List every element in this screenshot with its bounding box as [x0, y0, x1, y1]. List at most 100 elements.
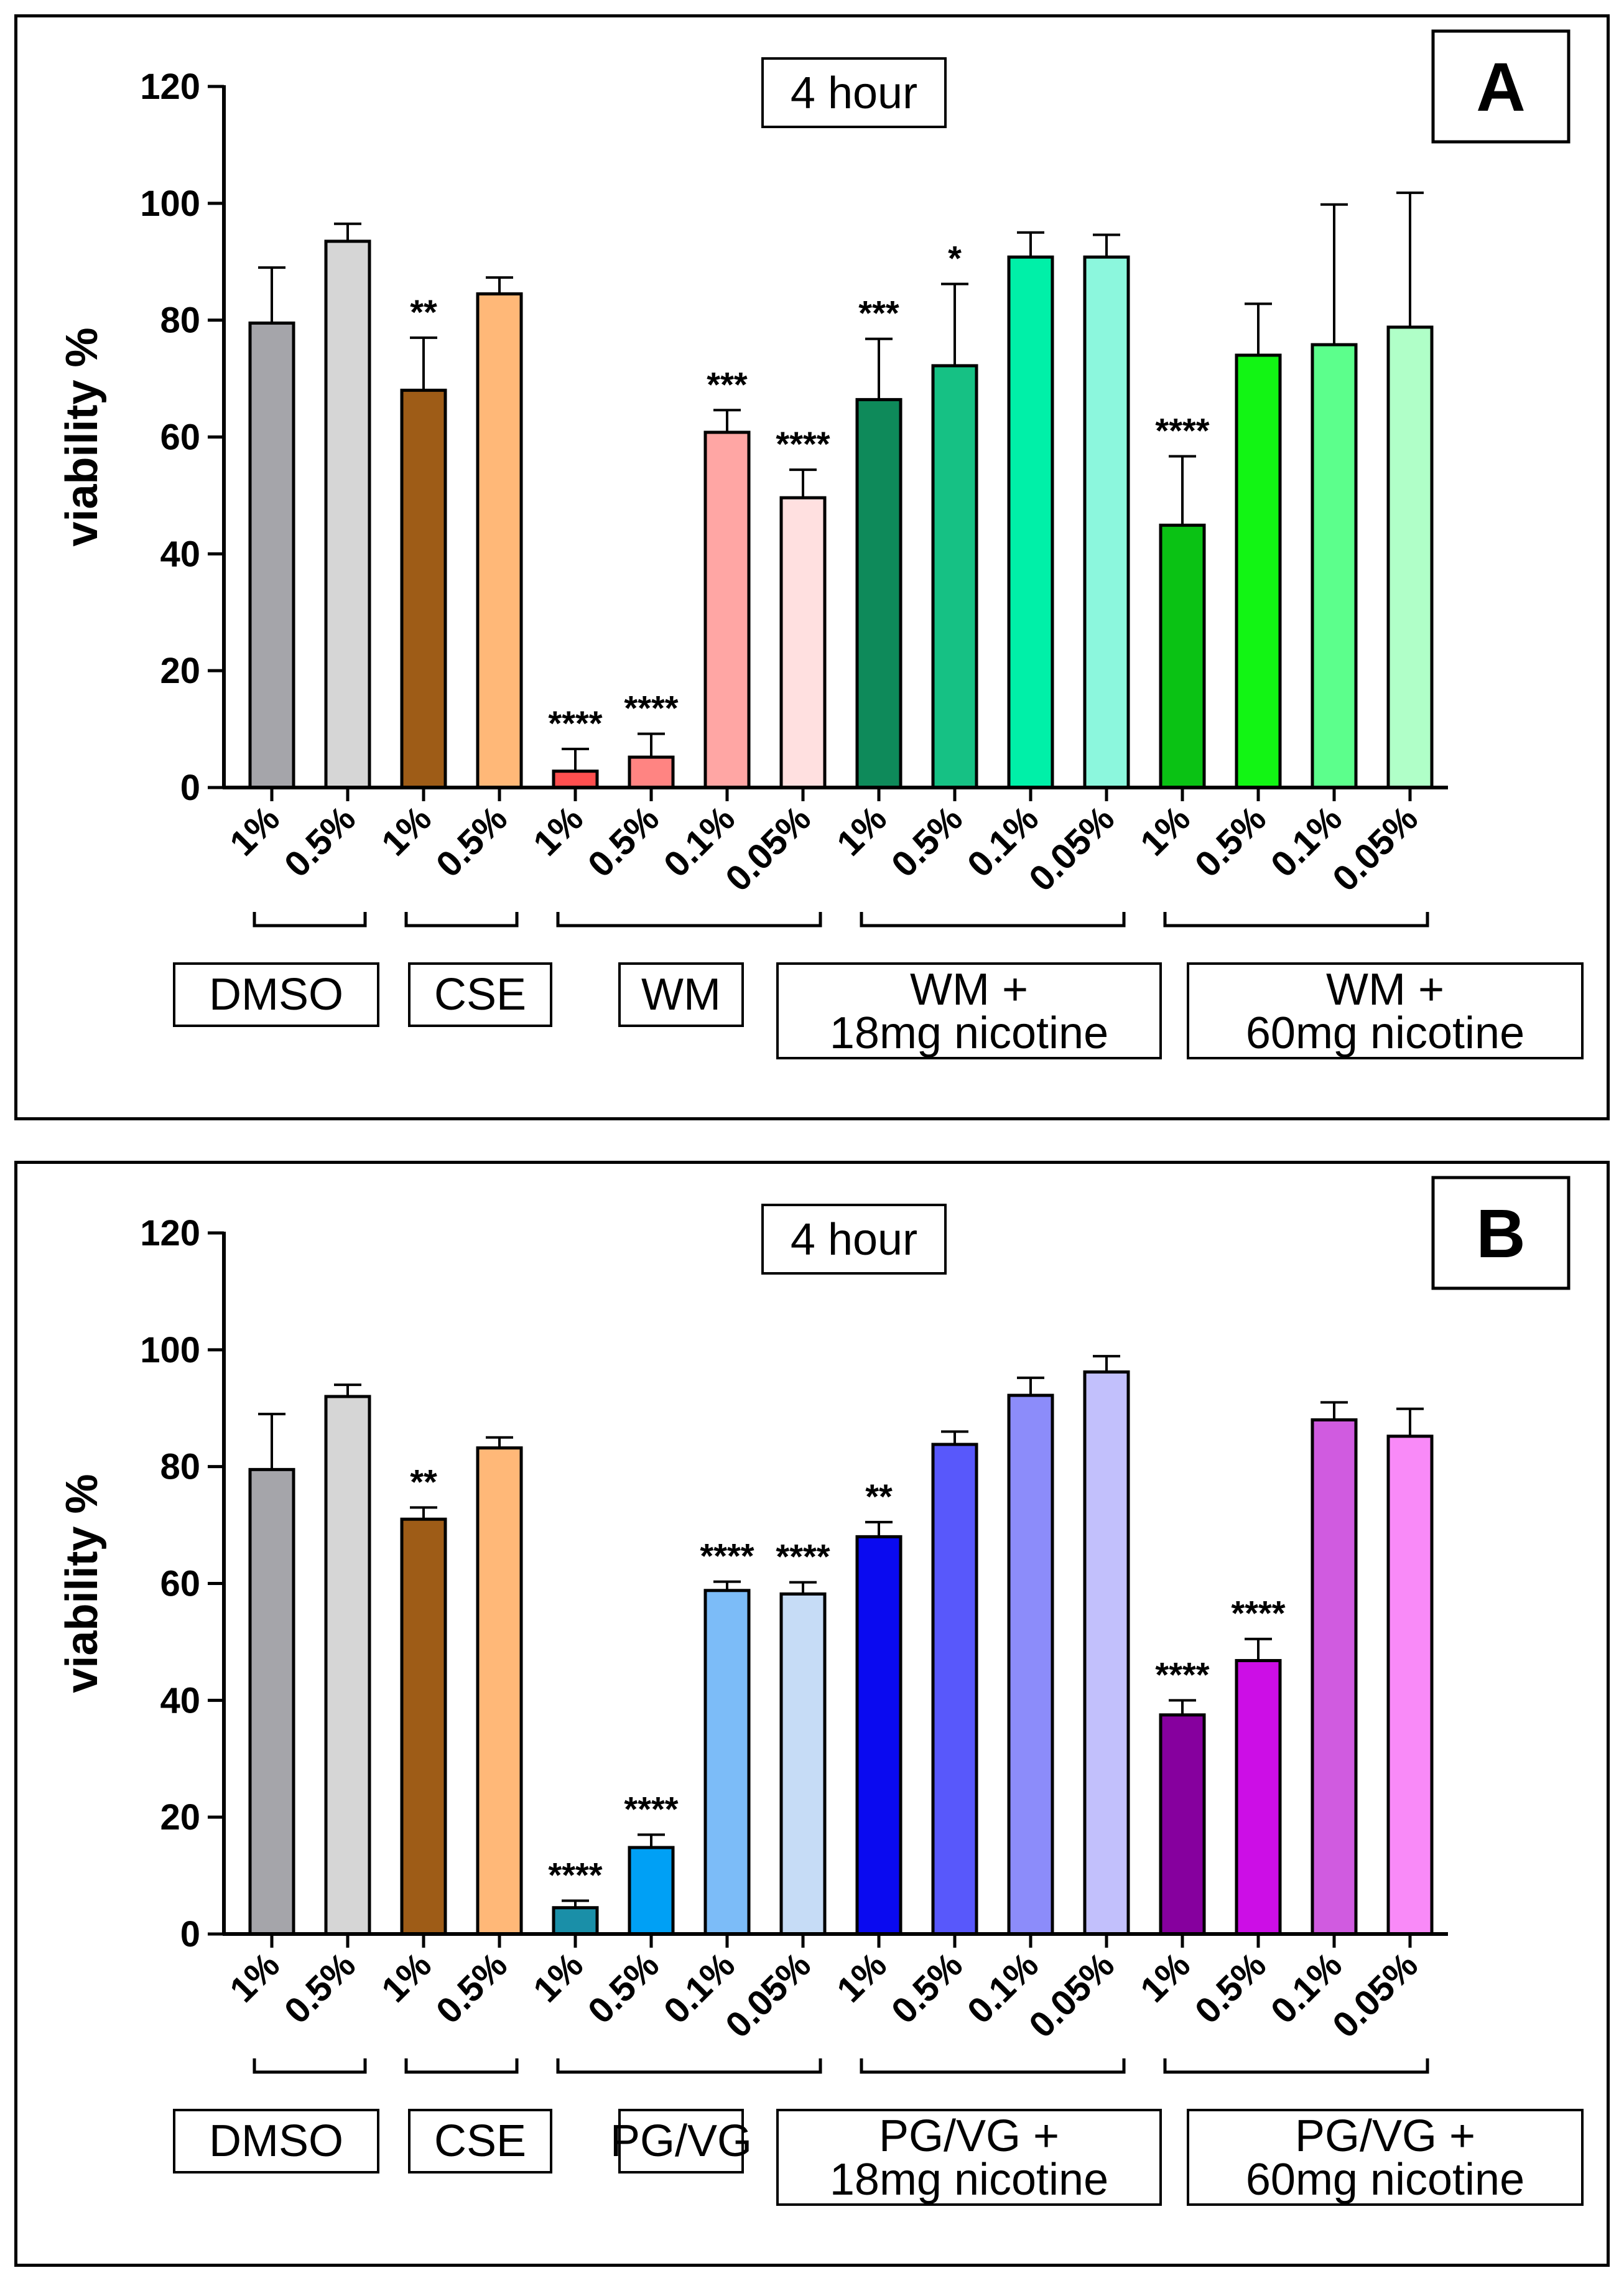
bar	[1083, 255, 1130, 789]
group-label: WM +	[910, 965, 1028, 1015]
x-tick-label: 0.5%	[429, 1945, 515, 2031]
x-tick-label: 0.5%	[1187, 1945, 1274, 2031]
x-tick-label: 0.05%	[1325, 1945, 1426, 2045]
bar	[628, 755, 675, 789]
bar	[248, 321, 295, 789]
x-tick-label: 1%	[374, 798, 439, 863]
bar	[552, 769, 599, 789]
significance-label: ****	[1155, 1655, 1209, 1694]
bar	[1311, 343, 1358, 789]
bar	[1083, 1370, 1130, 1936]
y-tick-label: 40	[160, 1680, 200, 1721]
bar	[1159, 523, 1206, 789]
x-tick-label: 0.05%	[718, 1945, 819, 2045]
x-tick-label: 1%	[374, 1945, 439, 2010]
group-label-box	[1187, 962, 1584, 1059]
title-box	[761, 57, 947, 128]
x-tick-label: 0.05%	[1325, 798, 1426, 899]
panel-letter: B	[1476, 1196, 1525, 1272]
bar	[931, 364, 978, 789]
x-tick-label: 0.05%	[1021, 1945, 1122, 2045]
panel-letter: A	[1476, 49, 1525, 126]
group-label: WM +	[1326, 965, 1444, 1015]
significance-label: **	[410, 292, 437, 332]
group-label-box	[618, 2109, 744, 2173]
group-label-box	[1187, 2109, 1584, 2206]
bar	[779, 1592, 827, 1936]
x-tick-label: 0.05%	[1021, 798, 1122, 899]
x-tick-label: 1%	[829, 1945, 894, 2010]
panel-letter-box	[1431, 1176, 1571, 1290]
panel-letter-box	[1431, 29, 1571, 144]
title-box	[761, 1204, 947, 1275]
bar	[1235, 1658, 1282, 1936]
bar	[476, 292, 523, 789]
x-tick-label: 0.5%	[580, 798, 667, 885]
bar	[324, 1395, 371, 1936]
bar	[703, 1589, 751, 1936]
bar	[476, 1446, 523, 1936]
group-label: WM	[641, 970, 721, 1020]
x-tick-label: 0.05%	[718, 798, 819, 899]
bar	[628, 1846, 675, 1936]
significance-label: **	[865, 1477, 893, 1516]
chart-title: 4 hour	[791, 1215, 917, 1265]
y-tick-label: 80	[160, 300, 200, 341]
y-tick-label: 0	[180, 1914, 200, 1955]
group-label-box	[408, 2109, 552, 2173]
group-label: 18mg nicotine	[830, 1008, 1108, 1058]
x-tick-label: 1%	[829, 798, 894, 863]
group-bracket	[860, 912, 1126, 927]
x-tick-label: 0.5%	[277, 798, 363, 885]
significance-label: ****	[548, 1855, 602, 1894]
x-tick-label: 0.5%	[884, 798, 970, 885]
bar	[400, 388, 447, 789]
y-axis-label: viability %	[57, 327, 107, 546]
group-label-box	[618, 962, 744, 1027]
group-bracket	[1163, 2058, 1429, 2074]
significance-label: ***	[858, 294, 899, 333]
significance-label: ****	[700, 1536, 754, 1576]
y-axis-label: viability %	[57, 1474, 107, 1693]
x-tick-label: 0.5%	[429, 798, 515, 885]
y-tick-label: 100	[140, 1330, 200, 1370]
group-label: 18mg nicotine	[830, 2155, 1108, 2205]
significance-label: ****	[624, 1789, 678, 1828]
significance-label: ****	[776, 1537, 830, 1576]
significance-label: **	[410, 1462, 437, 1501]
x-tick-label: 0.5%	[884, 1945, 970, 2031]
group-bracket	[556, 912, 822, 927]
x-tick-label: 0.5%	[1187, 798, 1274, 885]
bar	[1007, 255, 1054, 789]
group-label: PG/VG +	[879, 2111, 1059, 2161]
group-bracket	[860, 2058, 1126, 2074]
group-label: DMSO	[209, 970, 343, 1020]
y-tick-label: 40	[160, 534, 200, 574]
group-bracket	[556, 2058, 822, 2074]
group-label: 60mg nicotine	[1246, 1008, 1524, 1058]
bar	[400, 1517, 447, 1936]
group-bracket	[1163, 912, 1429, 927]
bar	[1386, 1434, 1434, 1936]
y-tick-label: 80	[160, 1447, 200, 1487]
group-label-box	[173, 2109, 379, 2173]
y-tick-label: 100	[140, 184, 200, 224]
significance-label: ****	[776, 424, 830, 463]
x-tick-label: 0.5%	[580, 1945, 667, 2031]
group-label-box	[776, 2109, 1162, 2206]
x-tick-label: 1%	[1133, 798, 1198, 863]
group-bracket	[404, 912, 519, 927]
group-label: 60mg nicotine	[1246, 2155, 1524, 2205]
bar	[1007, 1393, 1054, 1936]
x-tick-label: 1%	[222, 798, 287, 863]
group-bracket	[253, 2058, 367, 2074]
group-label-box	[173, 962, 379, 1027]
significance-label: *	[948, 238, 962, 277]
bar	[324, 239, 371, 789]
bar	[248, 1467, 295, 1936]
group-label: PG/VG	[610, 2116, 752, 2166]
group-bracket	[253, 912, 367, 927]
